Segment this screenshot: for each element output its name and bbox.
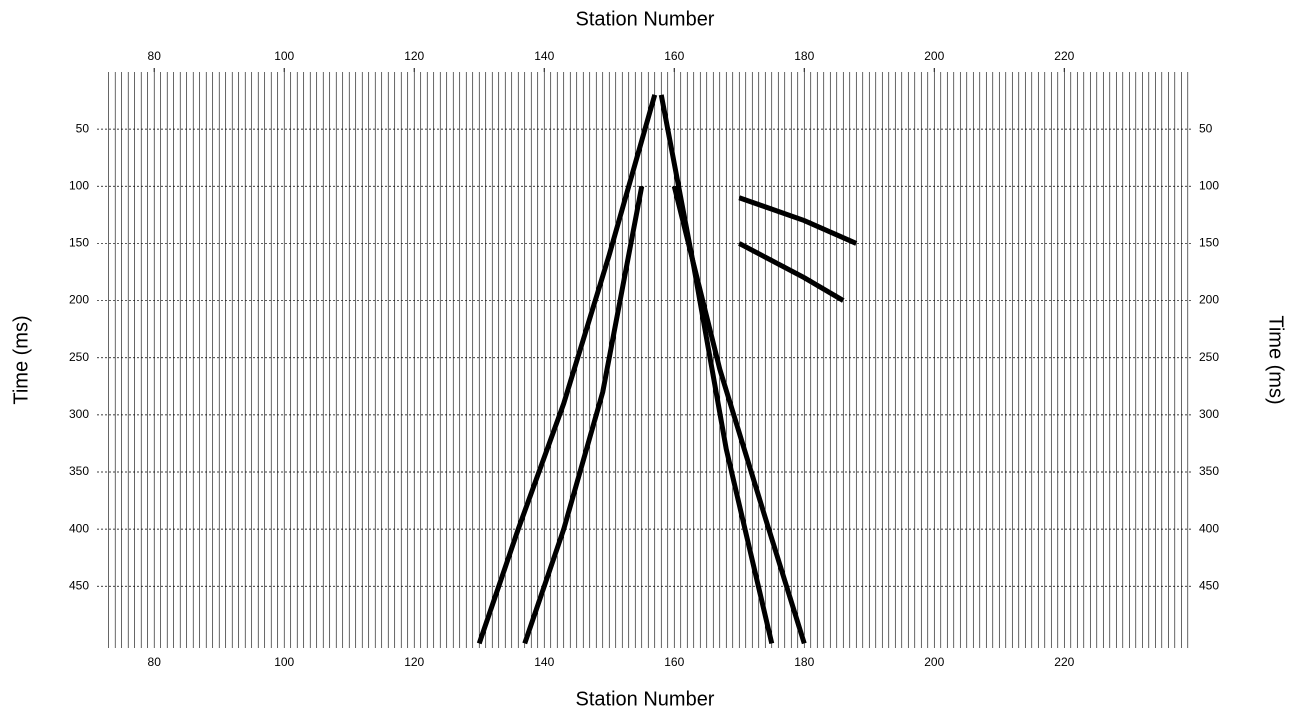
event (738, 241, 845, 303)
x-tick-label-top: 220 (1054, 49, 1074, 63)
y-tick-label-right: 50 (1199, 121, 1213, 135)
x-axis-title: Station Number (576, 688, 715, 710)
y-tick-label-right: 300 (1199, 407, 1219, 421)
y-axis-title-right: Time (ms) (1265, 315, 1287, 404)
x-tick-label: 220 (1054, 655, 1074, 669)
x-tick-label: 80 (148, 655, 162, 669)
event (476, 94, 658, 645)
x-tick-label: 160 (664, 655, 684, 669)
y-tick-label: 400 (69, 521, 89, 535)
x-tick-label-top: 140 (534, 49, 554, 63)
y-tick-label-right: 450 (1199, 578, 1219, 592)
y-tick-label-right: 200 (1199, 293, 1219, 307)
event (522, 185, 645, 645)
y-tick-label-right: 100 (1199, 178, 1219, 192)
y-tick-label: 350 (69, 464, 89, 478)
x-axis-title-top: Station Number (576, 8, 715, 30)
event (671, 185, 807, 645)
event (658, 94, 775, 644)
x-tick-label: 140 (534, 655, 554, 669)
y-tick-label: 250 (69, 350, 89, 364)
x-tick-label-top: 160 (664, 49, 684, 63)
x-tick-label-top: 120 (404, 49, 424, 63)
y-tick-label-right: 350 (1199, 464, 1219, 478)
y-axis-title: Time (ms) (10, 315, 32, 404)
y-tick-label-right: 400 (1199, 521, 1219, 535)
x-tick-label-top: 200 (924, 49, 944, 63)
x-tick-label: 100 (274, 655, 294, 669)
y-tick-label: 50 (76, 121, 90, 135)
x-tick-label-top: 80 (148, 49, 162, 63)
x-tick-label-top: 100 (274, 49, 294, 63)
y-tick-label-right: 250 (1199, 350, 1219, 364)
y-tick-label: 450 (69, 578, 89, 592)
y-tick-label: 150 (69, 236, 89, 250)
x-tick-label: 120 (404, 655, 424, 669)
x-tick-label: 180 (794, 655, 814, 669)
event (738, 195, 858, 246)
y-tick-label: 200 (69, 293, 89, 307)
x-tick-label-top: 180 (794, 49, 814, 63)
y-tick-label: 300 (69, 407, 89, 421)
y-tick-label-right: 150 (1199, 236, 1219, 250)
y-tick-label: 100 (69, 178, 89, 192)
x-tick-label: 200 (924, 655, 944, 669)
